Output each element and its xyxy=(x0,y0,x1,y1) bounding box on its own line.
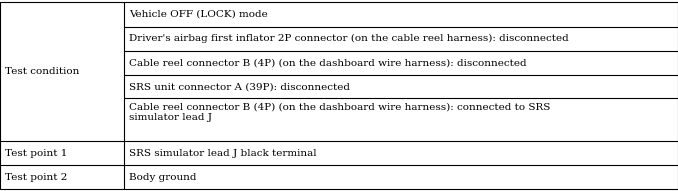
Text: Test condition: Test condition xyxy=(5,67,79,76)
Text: Cable reel connector B (4P) (on the dashboard wire harness): connected to SRS
si: Cable reel connector B (4P) (on the dash… xyxy=(129,102,550,122)
Text: Body ground: Body ground xyxy=(129,173,197,182)
Text: Test point 1: Test point 1 xyxy=(5,149,67,158)
Text: SRS unit connector A (39P): disconnected: SRS unit connector A (39P): disconnected xyxy=(129,82,350,91)
Text: Test point 2: Test point 2 xyxy=(5,173,67,182)
Text: Cable reel connector B (4P) (on the dashboard wire harness): disconnected: Cable reel connector B (4P) (on the dash… xyxy=(129,58,526,67)
Text: SRS simulator lead J black terminal: SRS simulator lead J black terminal xyxy=(129,149,317,158)
Text: Vehicle OFF (LOCK) mode: Vehicle OFF (LOCK) mode xyxy=(129,10,268,19)
Text: Driver's airbag first inflator 2P connector (on the cable reel harness): disconn: Driver's airbag first inflator 2P connec… xyxy=(129,34,569,44)
